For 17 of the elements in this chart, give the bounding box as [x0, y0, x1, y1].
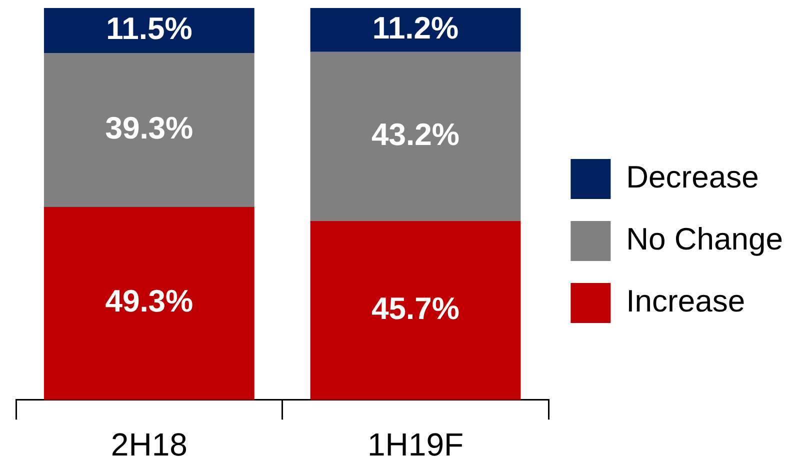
data-label: 39.3%: [105, 110, 194, 146]
bar: [44, 52, 254, 207]
bar: [310, 52, 521, 221]
bar: [44, 206, 254, 400]
data-label: 11.2%: [372, 10, 459, 46]
x-tick-label: 2H18: [110, 426, 188, 463]
legend-label: Increase: [626, 284, 746, 319]
bar: [44, 8, 254, 53]
bar: [310, 8, 521, 52]
x-tick-label: 1H19F: [367, 426, 464, 463]
data-label: 43.2%: [372, 116, 460, 152]
data-label: 49.3%: [105, 284, 194, 319]
data-label: 45.7%: [372, 290, 460, 326]
legend-label: Decrease: [626, 160, 759, 195]
bar: [310, 220, 521, 400]
data-label: 11.5%: [106, 11, 192, 46]
legend-label: No Change: [626, 222, 784, 257]
